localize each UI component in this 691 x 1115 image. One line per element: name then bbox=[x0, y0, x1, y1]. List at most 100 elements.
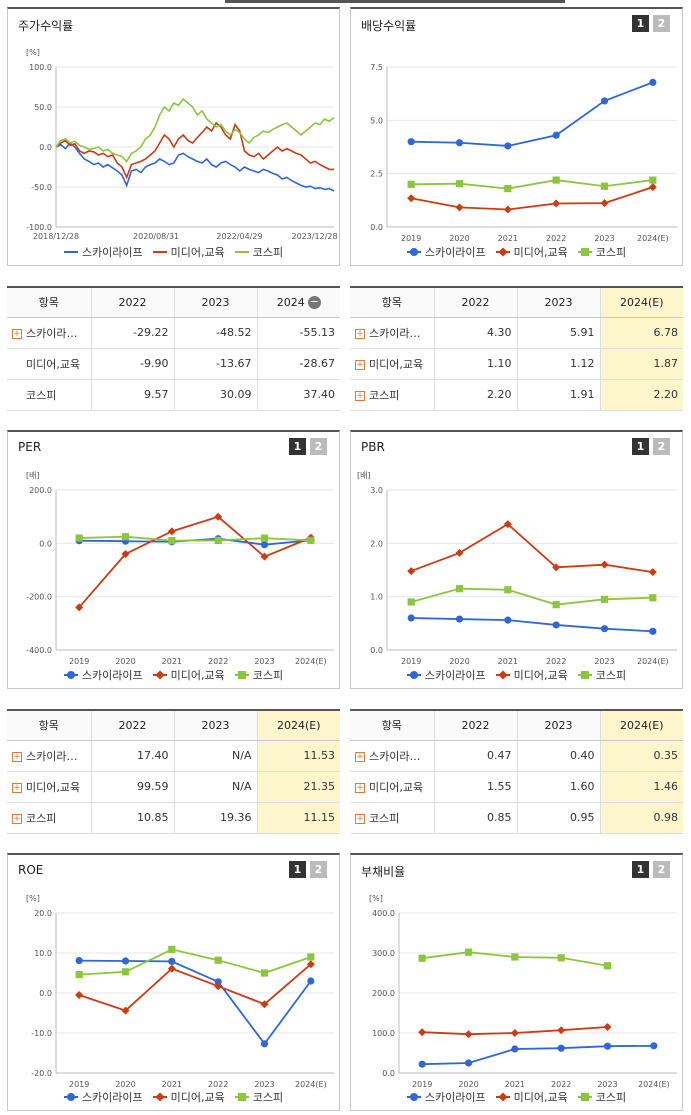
page-1-button[interactable]: 1 bbox=[632, 438, 649, 455]
y-tick-label: 100.0 bbox=[29, 63, 52, 72]
legend-item[interactable]: 스카이라이프 bbox=[63, 244, 143, 260]
legend-swatch-icon bbox=[406, 247, 421, 257]
expand-icon[interactable]: + bbox=[355, 390, 365, 401]
cell: -9.90 bbox=[90, 348, 174, 380]
legend-item[interactable]: 미디어,교육 bbox=[152, 1089, 225, 1105]
legend-item[interactable]: 미디어,교육 bbox=[495, 244, 568, 260]
expand-icon[interactable]: + bbox=[12, 751, 22, 762]
data-point bbox=[464, 1059, 473, 1067]
y-tick-label: -50.0 bbox=[31, 183, 52, 192]
y-tick-label: -100.0 bbox=[26, 223, 52, 232]
expand-icon[interactable]: + bbox=[355, 782, 365, 793]
page-2-button[interactable]: 2 bbox=[310, 438, 327, 455]
x-tick-label: 2021 bbox=[505, 1080, 525, 1089]
x-tick-label: 2018/12/28 bbox=[33, 232, 79, 241]
cell: 99.59 bbox=[90, 771, 174, 803]
x-tick-label: 2022 bbox=[208, 657, 228, 666]
row-label: 스카이라… bbox=[26, 749, 78, 763]
data-point bbox=[168, 945, 176, 953]
expand-icon[interactable]: + bbox=[12, 813, 22, 824]
data-point bbox=[214, 982, 223, 991]
y-tick-label: 0.0 bbox=[39, 539, 52, 548]
series-line bbox=[411, 81, 654, 147]
page-2-button[interactable]: 2 bbox=[653, 15, 670, 32]
legend-item[interactable]: 스카이라이프 bbox=[406, 244, 486, 260]
row-label: 코스피 bbox=[369, 388, 400, 402]
expand-icon[interactable]: + bbox=[355, 751, 365, 762]
expand-icon[interactable]: + bbox=[12, 782, 22, 793]
data-point bbox=[557, 954, 565, 962]
pbr-chart: [배] 3.0 2.0 1.0 0.0 2019 2020 2021 2022 2023 2024(… bbox=[357, 471, 677, 666]
page-2-button[interactable]: 2 bbox=[653, 438, 670, 455]
dividend-panel: 배당수익률 1 2 7.5 5.0 2.5 0.0 2019 2020 2021 2022 20… bbox=[350, 7, 683, 266]
legend-swatch-icon bbox=[234, 670, 249, 680]
col-header: 2022 bbox=[433, 710, 517, 741]
legend-swatch-icon bbox=[495, 247, 510, 257]
data-point bbox=[260, 541, 269, 549]
legend-item[interactable]: 스카이라이프 bbox=[406, 667, 486, 683]
row-label: 미디어,교육 bbox=[26, 357, 81, 371]
legend-item[interactable]: 스카이라이프 bbox=[63, 1089, 143, 1105]
legend-label: 스카이라이프 bbox=[424, 669, 486, 682]
per-table: 항목 2022 2023 2024(E) + 스카이라… 17.40 N/A 11… bbox=[7, 709, 340, 834]
page-1-button[interactable]: 1 bbox=[632, 15, 649, 32]
legend-item[interactable]: 코스피 bbox=[234, 244, 283, 260]
x-tick-label: 2024(E) bbox=[295, 1080, 327, 1089]
col-header: 2023 bbox=[516, 710, 600, 741]
y-tick-label: -200.0 bbox=[26, 593, 52, 602]
legend-item[interactable]: 코스피 bbox=[234, 667, 283, 683]
legend-item[interactable]: 코스피 bbox=[577, 667, 626, 683]
legend-item[interactable]: 스카이라이프 bbox=[63, 667, 143, 683]
legend-item[interactable]: 미디어,교육 bbox=[152, 667, 225, 683]
legend-swatch-icon bbox=[234, 1092, 249, 1102]
page-1-button[interactable]: 1 bbox=[289, 861, 306, 878]
page-2-button[interactable]: 2 bbox=[653, 861, 670, 878]
expand-icon[interactable]: + bbox=[355, 813, 365, 824]
legend-item[interactable]: 미디어,교육 bbox=[152, 244, 225, 260]
col-header: 2023 bbox=[173, 287, 257, 318]
series-line bbox=[411, 617, 653, 633]
expand-icon[interactable]: + bbox=[355, 328, 365, 339]
pbr-table: 항목 2022 2023 2024(E) + 스카이라… 0.47 0.40 0.… bbox=[350, 709, 683, 834]
page-1-button[interactable]: 1 bbox=[289, 438, 306, 455]
x-tick-label: 2021 bbox=[162, 657, 182, 666]
legend-label: 미디어,교육 bbox=[170, 669, 225, 682]
collapse-icon[interactable]: − bbox=[307, 295, 321, 309]
series-line bbox=[410, 523, 653, 574]
panel-title: 주가수익률 bbox=[18, 19, 74, 33]
legend-label: 미디어,교육 bbox=[170, 246, 225, 259]
data-point bbox=[168, 537, 176, 545]
data-point bbox=[552, 601, 560, 609]
cell: N/A bbox=[173, 740, 257, 772]
legend-item[interactable]: 스카이라이프 bbox=[406, 1089, 486, 1105]
page-1-button[interactable]: 1 bbox=[632, 861, 649, 878]
x-tick-label: 2022/04/29 bbox=[216, 232, 262, 241]
legend-item[interactable]: 미디어,교육 bbox=[495, 1089, 568, 1105]
expand-icon[interactable]: + bbox=[355, 359, 365, 370]
dividend-chart: 7.5 5.0 2.5 0.0 2019 2020 2021 2022 2023 2024(E) bbox=[370, 63, 677, 243]
cell: -55.13 bbox=[256, 317, 340, 349]
data-point bbox=[260, 1040, 269, 1048]
table-row: + 미디어,교육 1.55 1.60 1.46 bbox=[350, 771, 683, 803]
legend-swatch-icon bbox=[495, 1092, 510, 1102]
legend-item[interactable]: 미디어,교육 bbox=[495, 667, 568, 683]
cell: 1.91 bbox=[516, 379, 600, 411]
legend-item[interactable]: 코스피 bbox=[234, 1089, 283, 1105]
col-header: 2022 bbox=[90, 287, 174, 318]
expand-icon[interactable]: + bbox=[12, 328, 22, 339]
page-2-button[interactable]: 2 bbox=[310, 861, 327, 878]
series-line bbox=[55, 121, 334, 180]
data-point bbox=[455, 615, 464, 623]
table-row: + 미디어,교육 1.10 1.12 1.87 bbox=[350, 348, 683, 380]
table-row: + 미디어,교육 99.59 N/A 21.35 bbox=[7, 771, 340, 803]
data-point bbox=[214, 512, 223, 521]
x-tick-label: 2020 bbox=[449, 657, 469, 666]
data-point bbox=[600, 97, 609, 105]
legend-item[interactable]: 코스피 bbox=[577, 244, 626, 260]
data-point bbox=[649, 78, 657, 86]
y-tick-label: 0.0 bbox=[39, 143, 52, 152]
series-line bbox=[79, 948, 312, 976]
data-point bbox=[504, 616, 512, 624]
data-point bbox=[407, 567, 416, 576]
legend-item[interactable]: 코스피 bbox=[577, 1089, 626, 1105]
